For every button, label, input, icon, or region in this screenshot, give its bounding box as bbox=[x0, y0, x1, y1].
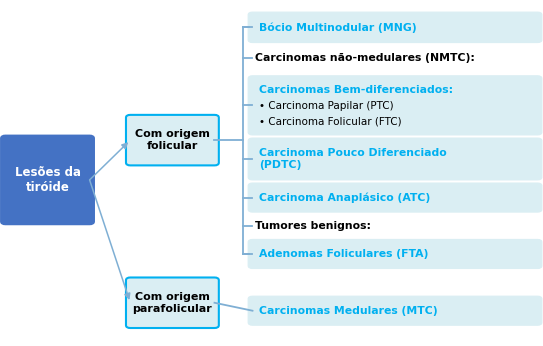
Text: Carcinomas não-medulares (NMTC):: Carcinomas não-medulares (NMTC): bbox=[255, 53, 475, 63]
FancyBboxPatch shape bbox=[126, 115, 219, 165]
Text: Tumores benignos:: Tumores benignos: bbox=[255, 221, 371, 231]
FancyBboxPatch shape bbox=[248, 76, 542, 135]
FancyBboxPatch shape bbox=[1, 136, 94, 224]
FancyBboxPatch shape bbox=[126, 277, 219, 328]
Text: Bócio Multinodular (MNG): Bócio Multinodular (MNG) bbox=[259, 22, 416, 33]
Text: Carcinomas Medulares (MTC): Carcinomas Medulares (MTC) bbox=[259, 306, 438, 316]
Text: Carcinoma Pouco Diferenciado
(PDTC): Carcinoma Pouco Diferenciado (PDTC) bbox=[259, 148, 447, 170]
Text: Lesões da
tiróide: Lesões da tiróide bbox=[15, 166, 80, 194]
Text: Com origem
folicular: Com origem folicular bbox=[135, 129, 210, 151]
Text: Com origem
parafolicular: Com origem parafolicular bbox=[132, 292, 212, 313]
Text: • Carcinoma Folicular (FTC): • Carcinoma Folicular (FTC) bbox=[259, 117, 402, 127]
Text: Carcinomas Bem-diferenciados:: Carcinomas Bem-diferenciados: bbox=[259, 85, 453, 95]
Text: • Carcinoma Papilar (PTC): • Carcinoma Papilar (PTC) bbox=[259, 101, 394, 111]
FancyBboxPatch shape bbox=[248, 296, 542, 325]
FancyBboxPatch shape bbox=[248, 12, 542, 43]
FancyBboxPatch shape bbox=[248, 239, 542, 268]
Text: Adenomas Foliculares (FTA): Adenomas Foliculares (FTA) bbox=[259, 249, 428, 259]
Text: Carcinoma Anaplásico (ATC): Carcinoma Anaplásico (ATC) bbox=[259, 192, 430, 203]
FancyBboxPatch shape bbox=[248, 183, 542, 212]
FancyBboxPatch shape bbox=[248, 138, 542, 180]
